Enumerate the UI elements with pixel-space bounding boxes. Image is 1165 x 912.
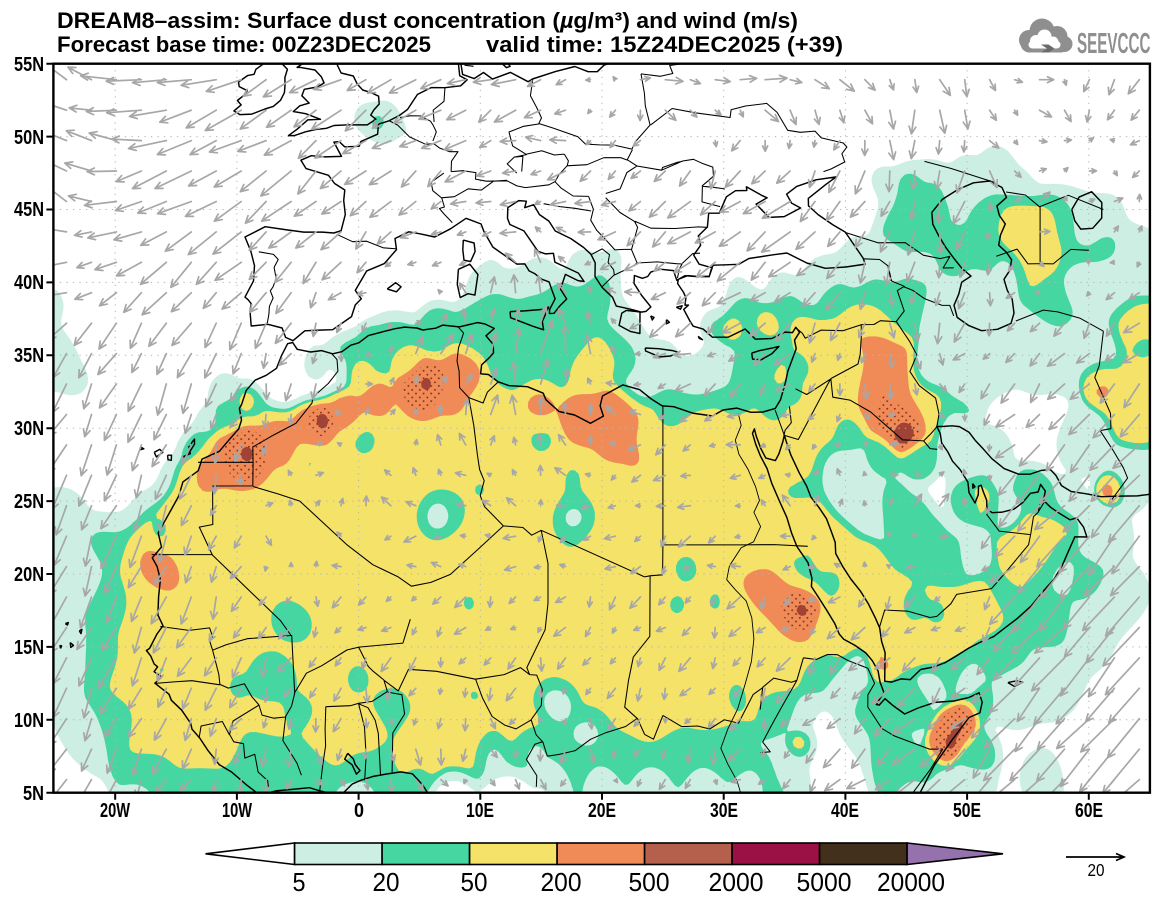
svg-text:20: 20: [1088, 860, 1105, 880]
svg-text:45N: 45N: [14, 198, 44, 221]
svg-text:5: 5: [293, 867, 306, 897]
svg-text:50N: 50N: [14, 126, 44, 149]
svg-text:2000: 2000: [709, 867, 764, 897]
svg-text:40N: 40N: [14, 271, 44, 294]
svg-text:50E: 50E: [953, 799, 981, 822]
svg-text:valid time: 15Z24DEC2025 (+39): valid time: 15Z24DEC2025 (+39): [486, 32, 843, 57]
svg-text:SEEVCCC: SEEVCCC: [1077, 28, 1151, 60]
svg-text:500: 500: [629, 867, 670, 897]
svg-text:35N: 35N: [14, 344, 44, 367]
svg-text:30E: 30E: [710, 799, 738, 822]
svg-text:20W: 20W: [100, 799, 130, 822]
svg-text:200: 200: [541, 867, 582, 897]
svg-text:60E: 60E: [1075, 799, 1103, 822]
svg-text:40E: 40E: [831, 799, 859, 822]
svg-text:10W: 10W: [222, 799, 252, 822]
svg-text:5000: 5000: [797, 867, 852, 897]
svg-text:10E: 10E: [466, 799, 494, 822]
svg-text:20000: 20000: [877, 867, 945, 897]
svg-text:20: 20: [373, 867, 400, 897]
svg-text:25N: 25N: [14, 490, 44, 513]
svg-text:55N: 55N: [14, 53, 44, 76]
svg-text:5N: 5N: [23, 782, 44, 805]
svg-text:10N: 10N: [14, 709, 44, 732]
svg-text:DREAM8–assim: Surface dust con: DREAM8–assim: Surface dust concentration…: [57, 8, 798, 33]
svg-text:20N: 20N: [14, 563, 44, 586]
svg-text:30N: 30N: [14, 417, 44, 440]
svg-text:0: 0: [354, 799, 364, 822]
svg-text:15N: 15N: [14, 636, 44, 659]
svg-text:Forecast base time: 00Z23DEC20: Forecast base time: 00Z23DEC2025: [57, 32, 431, 57]
svg-text:20E: 20E: [588, 799, 616, 822]
svg-text:50: 50: [461, 867, 488, 897]
